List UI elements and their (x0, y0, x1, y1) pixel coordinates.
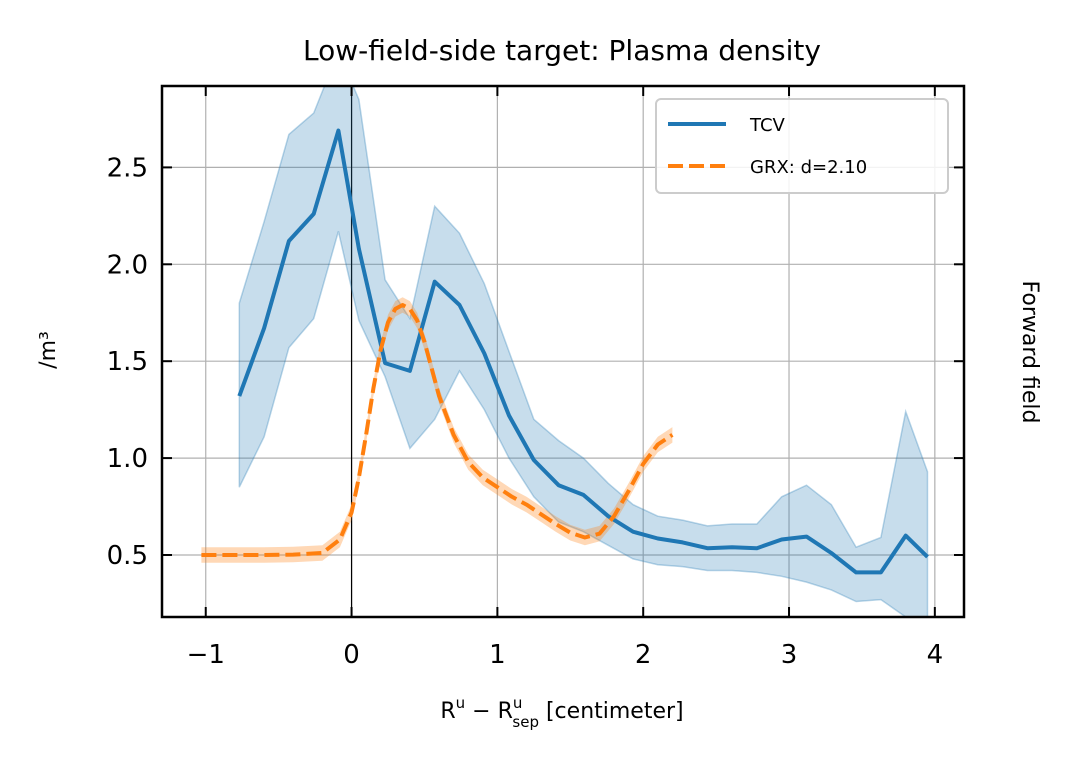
confidence-bands (201, 86, 929, 617)
x-tick-label: 0 (343, 640, 360, 670)
legend-label-grx: GRX: d=2.10 (750, 157, 867, 178)
tcv-error-band (238, 86, 929, 617)
x-tick-label: 4 (927, 640, 944, 670)
right-axis-label: Forward field (1017, 281, 1042, 424)
x-tick-label: −1 (187, 640, 225, 670)
legend-label-tcv: TCV (749, 115, 786, 136)
tcv-line (237, 128, 929, 575)
chart-title: Low-field-side target: Plasma density (303, 34, 821, 67)
y-tick-label: 2.5 (107, 153, 148, 183)
legend-box (655, 98, 949, 194)
y-tick-label: 0.5 (107, 541, 148, 571)
x-tick-label: 3 (781, 640, 798, 670)
series-lines (201, 128, 929, 575)
axis-ticks: −1 0 1 2 3 4 0.5 1.0 1.5 2.0 2.5 (107, 86, 964, 670)
plot-frame (160, 84, 966, 619)
x-tick-label: 1 (489, 640, 506, 670)
y-tick-label: 2.0 (107, 250, 148, 280)
legend: TCV GRX: d=2.10 (655, 98, 949, 194)
y-tick-label: 1.0 (107, 444, 148, 474)
x-tick-label: 2 (635, 640, 652, 670)
y-tick-label: 1.5 (107, 347, 148, 377)
x-axis-label: Ru − Ru sep [centimeter] (440, 694, 683, 731)
grx-line (201, 303, 674, 557)
y-axis-label: /m³ (36, 331, 61, 369)
